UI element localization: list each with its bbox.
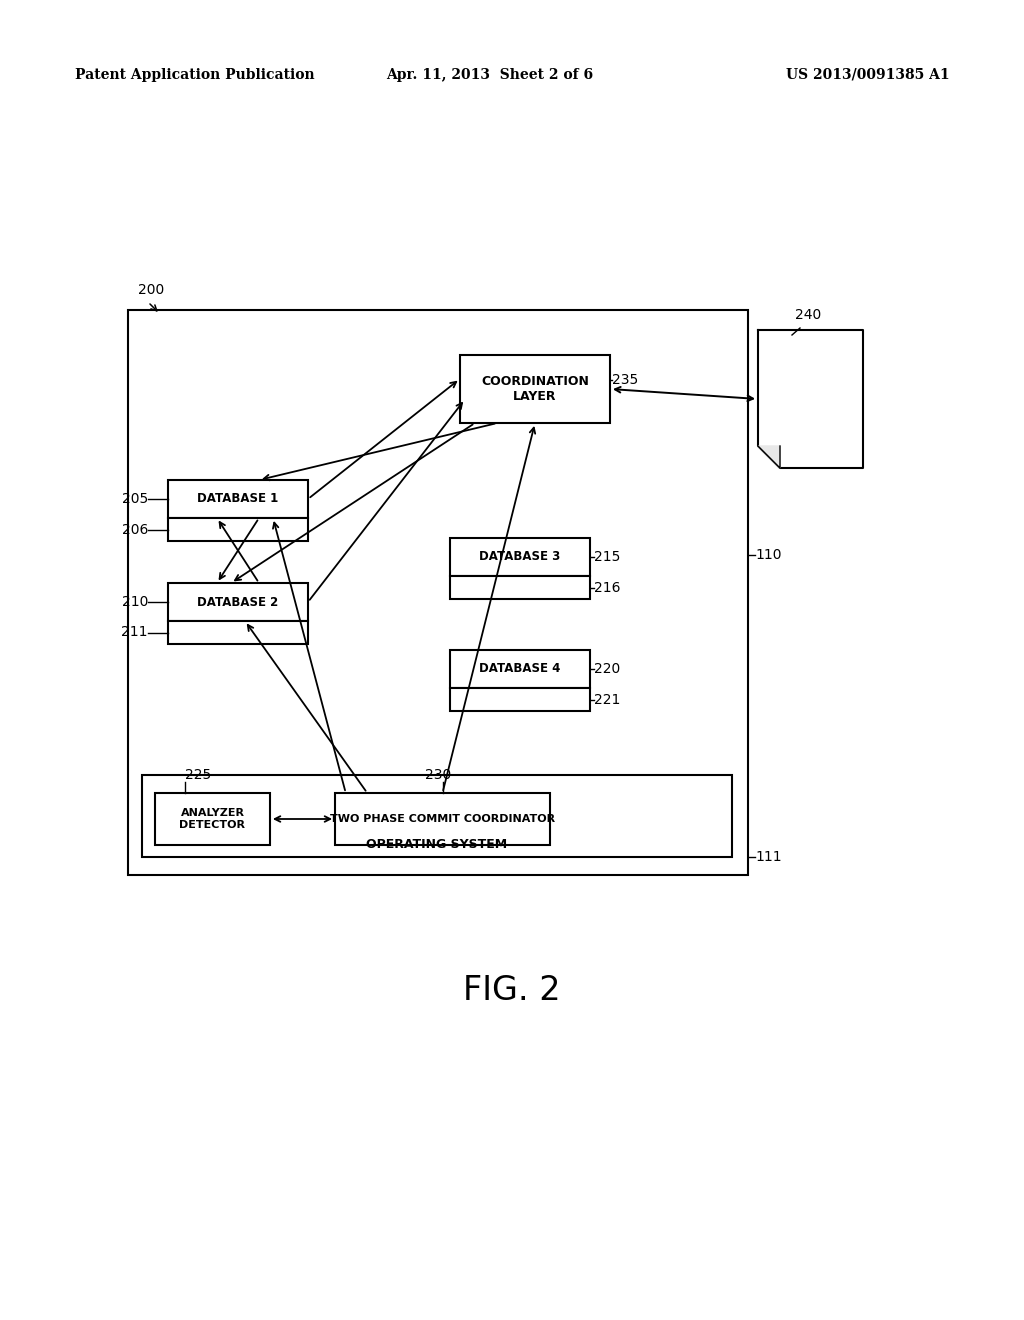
Text: 111: 111 — [755, 850, 781, 865]
Text: FIG. 2: FIG. 2 — [463, 974, 561, 1006]
Text: ANALYZER
DETECTOR: ANALYZER DETECTOR — [179, 808, 246, 830]
Text: 200: 200 — [138, 282, 164, 297]
Bar — [450, 649, 590, 688]
Polygon shape — [758, 330, 863, 469]
Bar — [450, 539, 590, 576]
Text: US 2013/0091385 A1: US 2013/0091385 A1 — [786, 69, 950, 82]
Text: 230: 230 — [425, 768, 452, 781]
Text: DATABASE 4: DATABASE 4 — [479, 663, 561, 676]
Text: COORDINATION
LAYER: COORDINATION LAYER — [481, 375, 589, 403]
Bar — [335, 793, 550, 845]
Bar — [168, 517, 308, 541]
Bar — [450, 576, 590, 599]
Bar — [168, 583, 308, 620]
Text: DATABASE 3: DATABASE 3 — [479, 550, 560, 564]
Text: TWO PHASE COMMIT COORDINATOR: TWO PHASE COMMIT COORDINATOR — [330, 814, 555, 824]
Bar — [128, 310, 748, 875]
Bar — [168, 620, 308, 644]
Bar — [460, 355, 610, 422]
Bar — [142, 775, 732, 857]
Text: 235: 235 — [612, 374, 638, 387]
Text: DATABASE 1: DATABASE 1 — [198, 492, 279, 506]
Text: 215: 215 — [594, 550, 621, 564]
Text: OPERATING SYSTEM: OPERATING SYSTEM — [367, 838, 508, 851]
Text: 211: 211 — [122, 626, 148, 639]
Text: 220: 220 — [594, 663, 621, 676]
Text: 240: 240 — [795, 308, 821, 322]
Bar — [168, 480, 308, 517]
Text: 110: 110 — [755, 548, 781, 562]
Text: 205: 205 — [122, 492, 148, 506]
Text: Apr. 11, 2013  Sheet 2 of 6: Apr. 11, 2013 Sheet 2 of 6 — [386, 69, 594, 82]
Bar — [155, 793, 270, 845]
Text: DATABASE 2: DATABASE 2 — [198, 595, 279, 609]
Text: 210: 210 — [122, 595, 148, 609]
Text: 225: 225 — [185, 768, 211, 781]
Text: 206: 206 — [122, 523, 148, 536]
Text: Patent Application Publication: Patent Application Publication — [75, 69, 314, 82]
Text: 221: 221 — [594, 693, 621, 706]
Polygon shape — [758, 446, 780, 469]
Bar — [450, 688, 590, 711]
Text: 216: 216 — [594, 581, 621, 594]
